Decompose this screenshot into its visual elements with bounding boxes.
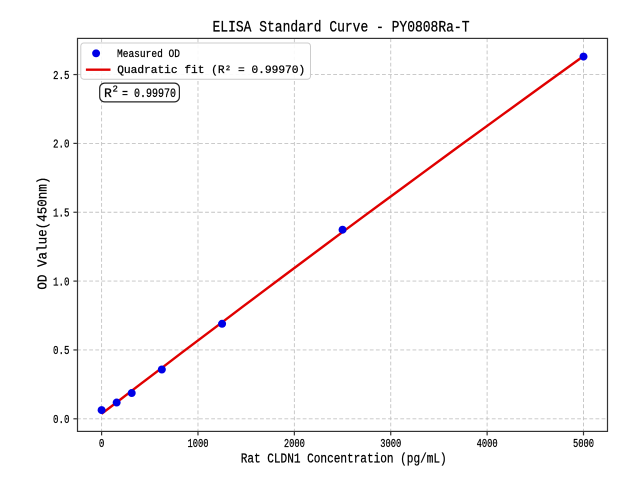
svg-text:2.5: 2.5 [53,69,70,83]
svg-text:Measured OD: Measured OD [117,49,180,61]
svg-text:Quadratic fit (R² = 0.99970): Quadratic fit (R² = 0.99970) [117,65,305,77]
svg-text:0.0: 0.0 [53,413,70,427]
svg-text:2.0: 2.0 [53,138,70,152]
svg-text:0: 0 [99,437,105,451]
svg-text:1000: 1000 [187,437,208,451]
svg-text:Rat CLDN1 Concentration (pg/mL: Rat CLDN1 Concentration (pg/mL) [241,453,447,468]
svg-text:3000: 3000 [380,437,401,451]
svg-text:OD Value(450nm): OD Value(450nm) [37,177,52,290]
svg-text:1.0: 1.0 [53,275,70,289]
svg-text:1.5: 1.5 [53,206,70,220]
svg-text:R: R [104,86,112,101]
svg-text:ELISA Standard Curve - PY0808R: ELISA Standard Curve - PY0808Ra-T [213,19,470,37]
svg-text:= 0.99970: = 0.99970 [122,86,176,101]
svg-text:2: 2 [113,85,118,95]
svg-text:5000: 5000 [573,437,594,451]
svg-text:0.5: 0.5 [53,344,70,358]
svg-text:4000: 4000 [477,437,498,451]
svg-text:2000: 2000 [284,437,305,451]
